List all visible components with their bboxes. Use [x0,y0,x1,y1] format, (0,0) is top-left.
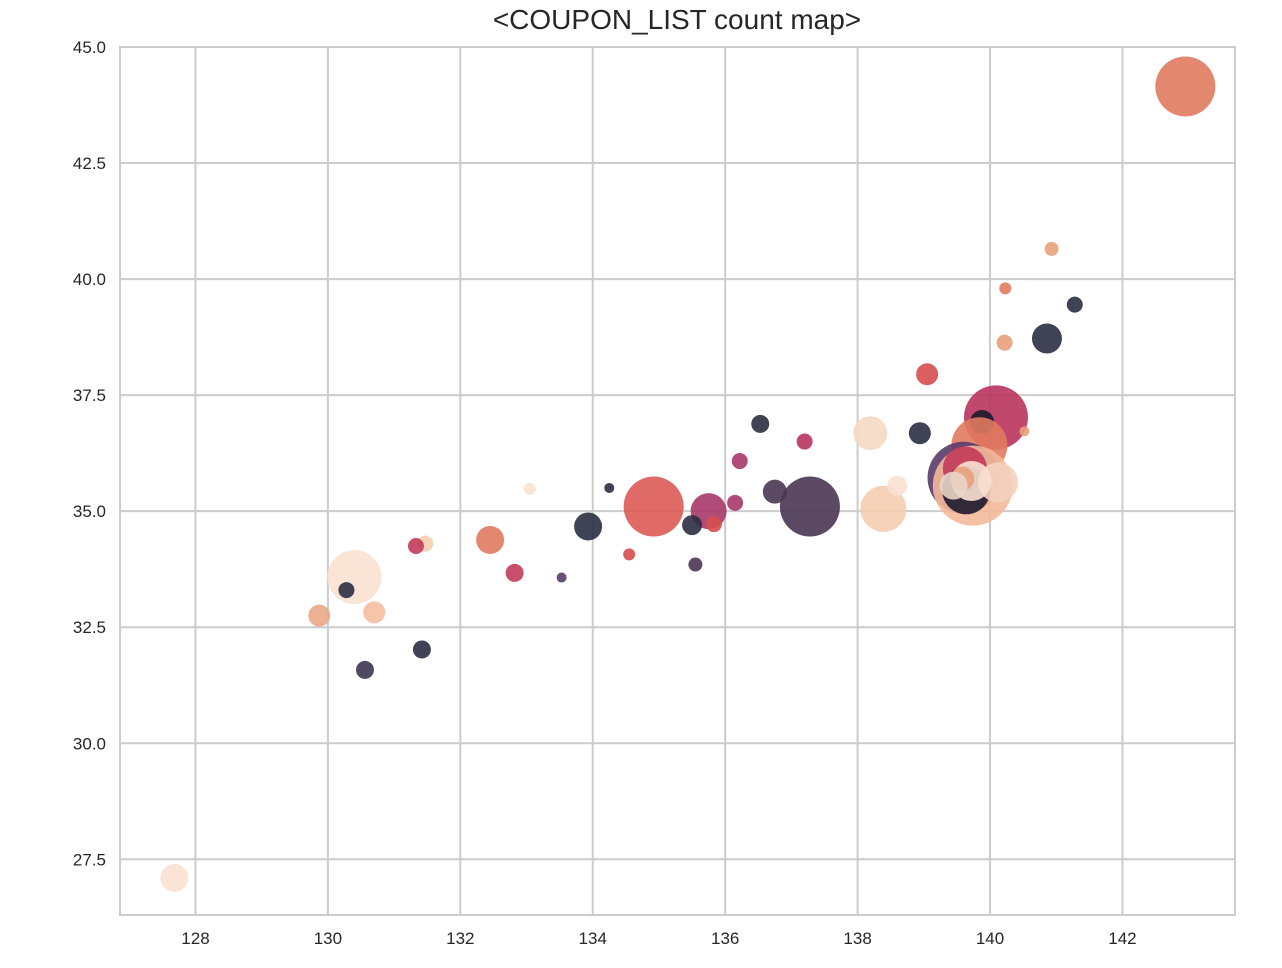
plot-frame [119,46,1236,916]
y-tick-labels: 27.5 30.0 32.5 35.0 37.5 40.0 42.5 45.0 [73,38,106,869]
data-point [623,548,636,561]
data-point [476,525,505,554]
data-point [939,471,968,500]
x-tick-label: 138 [843,929,871,948]
data-point [623,476,684,537]
data-point [796,433,813,450]
data-point [355,660,374,679]
grid-lines [120,46,1235,915]
data-point [338,582,355,599]
data-point [887,475,908,496]
data-point [412,640,431,659]
y-tick-label: 30.0 [73,734,106,753]
y-tick-label: 27.5 [73,850,106,869]
data-point [407,537,424,554]
data-point [574,512,603,541]
data-point [308,604,331,627]
y-tick-label: 42.5 [73,154,106,173]
data-point [916,363,939,386]
y-tick-label: 37.5 [73,386,106,405]
y-tick-label: 40.0 [73,270,106,289]
data-point [751,414,770,433]
x-tick-label: 132 [446,929,474,948]
x-tick-label: 140 [976,929,1004,948]
chart-title: <COUPON_LIST count map> [492,4,862,35]
y-tick-label: 45.0 [73,38,106,57]
x-tick-label: 136 [711,929,739,948]
data-point [999,282,1012,295]
data-point [363,601,386,624]
data-point [160,863,189,892]
data-point [1155,56,1216,117]
data-point [779,476,840,537]
data-point [682,515,703,536]
y-tick-label: 32.5 [73,618,106,637]
x-tick-labels: 128 130 132 134 136 138 140 142 [181,929,1136,948]
data-points [160,56,1216,892]
y-tick-label: 35.0 [73,502,106,521]
data-point [860,485,907,532]
data-point [556,572,567,583]
data-point [523,482,536,495]
data-point [1019,426,1030,437]
plot-background [120,47,1235,915]
x-tick-label: 128 [181,929,209,948]
data-point [1066,296,1083,313]
data-point [996,334,1013,351]
data-point [604,482,615,493]
data-point [727,494,744,511]
data-point [688,557,703,572]
data-point [908,422,931,445]
data-point [705,516,722,533]
data-point [327,550,382,605]
x-tick-label: 130 [314,929,342,948]
data-point [762,479,787,504]
data-point [1031,323,1062,354]
data-point [1044,241,1059,256]
data-point [731,453,748,470]
data-point [505,563,524,582]
x-tick-label: 134 [579,929,607,948]
data-point [853,416,888,451]
x-tick-label: 142 [1108,929,1136,948]
